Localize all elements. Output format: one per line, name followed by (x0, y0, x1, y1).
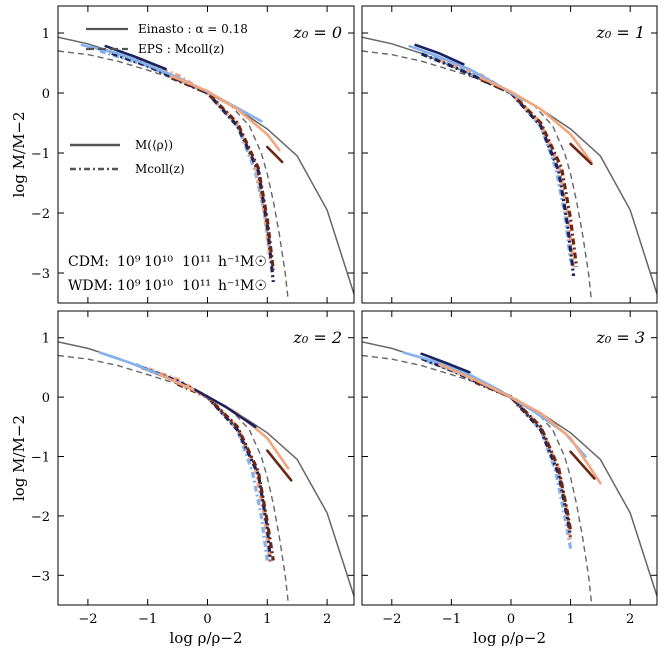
panel-0: −3 −2 −1 0 1 z₀ = 0 log M/M−2 (10, 5, 355, 304)
mcoll-series-cdm-1e11 (421, 52, 576, 277)
eps-curve (362, 50, 593, 301)
redshift-label: z₀ = 0 (292, 23, 342, 42)
legend-label: M(⟨ρ⟩) (135, 138, 173, 152)
panel-frame (361, 310, 658, 606)
eps-curve (58, 354, 289, 603)
wdm-mass-label: 10¹¹ (182, 278, 211, 294)
legend-label: Einasto : α = 0.18 (138, 22, 248, 36)
eps-curve (362, 354, 593, 603)
menc-series-wdm-1e11 (569, 450, 596, 480)
mcoll-series-wdm-1e11 (170, 76, 275, 271)
y-tick-label: −2 (31, 207, 50, 222)
panel-frame (361, 5, 658, 304)
wdm-label: WDM: (68, 278, 113, 294)
menc-series-wdm-1e11 (266, 449, 293, 482)
y-tick-label: 1 (42, 332, 50, 347)
y-tick-label: 0 (42, 391, 50, 406)
y-tick-label: −1 (31, 451, 50, 466)
menc-series-cdm-1e11 (414, 43, 465, 66)
wdm-mass-label: 10¹⁰ (144, 278, 173, 294)
einasto-curve (58, 341, 354, 597)
y-tick-label: −3 (31, 569, 50, 584)
panel-3: −2 −1 0 1 2 z₀ = 3 log ρ/ρ−2 (361, 310, 658, 647)
menc-series-wdm-1e9 (438, 363, 602, 485)
x-tick-label: 1 (263, 612, 271, 627)
wdm-mass-label: 10⁹ (117, 278, 141, 294)
panel-frame (57, 5, 355, 304)
eps-curve (58, 50, 289, 301)
menc-series-cdm-1e9 (408, 44, 525, 102)
y-tick-label: −1 (31, 147, 50, 162)
mcoll-series-cdm-1e11 (141, 365, 272, 561)
einasto-curve (362, 341, 657, 597)
cdm-mass-label: 10¹¹ (182, 254, 211, 270)
plot-area (362, 36, 657, 301)
menc-series-cdm-1e11 (420, 352, 471, 374)
plot-area (362, 341, 657, 603)
x-axis-label: log ρ/ρ−2 (169, 629, 242, 647)
x-tick-label: 0 (507, 612, 515, 627)
cdm-unit-label: h⁻¹M☉ (218, 254, 267, 270)
y-tick-label: 0 (42, 87, 50, 102)
redshift-label: z₀ = 2 (292, 328, 342, 347)
y-axis-label: log M/M−2 (10, 415, 28, 501)
legend: Einasto : α = 0.18 EPS : Mcoll(z) M(⟨ρ⟩) Mc… (68, 22, 267, 294)
legend-label: EPS : Mcoll(z) (138, 42, 224, 56)
mcoll-series-wdm-1e11 (176, 382, 275, 561)
plot-area (58, 341, 354, 603)
menc-series-cdm-1e11 (194, 388, 257, 429)
y-axis-label: log M/M−2 (10, 111, 28, 197)
wdm-unit-label: h⁻¹M☉ (218, 278, 267, 294)
menc-series-cdm-1e9 (80, 43, 263, 123)
menc-series-wdm-1e9 (170, 74, 281, 152)
mcoll-series-wdm-1e9 (135, 58, 272, 262)
x-tick-label: −1 (442, 612, 461, 627)
x-tick-label: 2 (323, 612, 331, 627)
x-tick-label: 1 (566, 612, 574, 627)
cdm-mass-label: 10⁹ (117, 254, 141, 270)
legend-label: Mcoll(z) (135, 162, 185, 176)
y-tick-label: −2 (31, 510, 50, 525)
y-tick-label: 1 (42, 27, 50, 42)
redshift-label: z₀ = 1 (595, 23, 645, 42)
y-tick-label: −3 (31, 267, 50, 282)
x-tick-label: −2 (382, 612, 401, 627)
x-tick-label: −1 (138, 612, 157, 627)
panel-2: −2 −1 0 1 2 −3 −2 −1 0 1 z₀ = 2 log ρ/ρ−2 log M/M−2 (10, 310, 355, 647)
x-tick-label: 2 (626, 612, 634, 627)
cdm-label: CDM: (68, 254, 109, 270)
panel-1: z₀ = 1 (361, 5, 658, 304)
menc-series-wdm-1e11 (266, 145, 284, 164)
menc-series-wdm-1e11 (569, 142, 593, 166)
panel-frame (57, 310, 355, 606)
einasto-curve (362, 36, 657, 295)
menc-series-wdm-1e9 (479, 76, 593, 164)
x-tick-label: 0 (203, 612, 211, 627)
x-axis-label: log ρ/ρ−2 (473, 629, 546, 647)
redshift-label: z₀ = 3 (595, 328, 645, 347)
mcoll-series-wdm-1e11 (480, 78, 579, 268)
x-tick-label: −2 (78, 612, 97, 627)
cdm-mass-label: 10¹⁰ (144, 254, 173, 270)
